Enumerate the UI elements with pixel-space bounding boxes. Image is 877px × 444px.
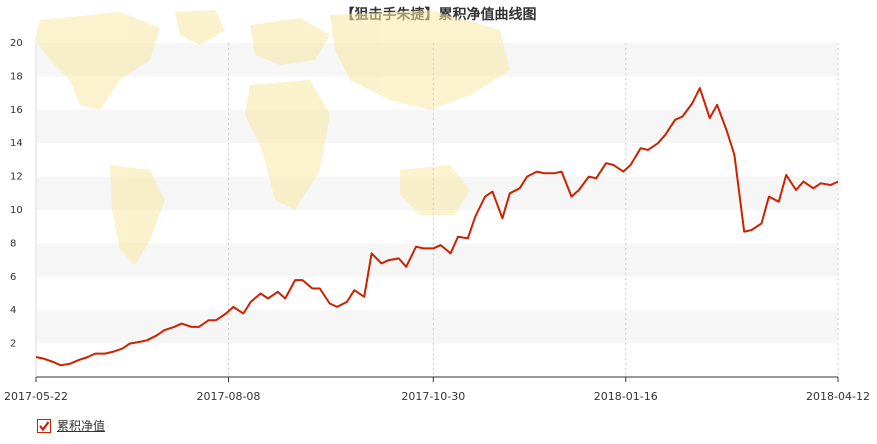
grid-bands [36, 43, 838, 344]
map-south-america [110, 165, 165, 265]
map-north-america [35, 12, 160, 110]
map-asia [330, 10, 510, 110]
grid-band [36, 243, 838, 277]
y-tick-label: 18 [10, 71, 23, 82]
grid-band [36, 109, 838, 144]
y-tick-label: 6 [10, 272, 16, 283]
x-tick-label: 2018-04-12 [806, 390, 870, 403]
y-tick-label: 14 [10, 138, 23, 149]
y-tick-label: 8 [10, 238, 16, 249]
map-europe [250, 18, 330, 65]
map-africa [245, 80, 330, 210]
x-tick-label: 2017-05-22 [4, 390, 68, 403]
y-tick-label: 4 [10, 305, 16, 316]
x-axis: 2017-05-22 2017-08-08 2017-10-30 2018-01-16… [4, 43, 870, 403]
legend-label[interactable]: 累积净值 [57, 419, 106, 433]
y-axis-ticks: 2 4 6 8 10 12 14 16 18 20 [10, 38, 23, 350]
y-tick-label: 10 [10, 205, 23, 216]
y-tick-label: 2 [10, 339, 16, 350]
series-line-cumulative-nav [35, 87, 839, 367]
x-tick-label: 2018-01-16 [594, 390, 658, 403]
map-australia [400, 165, 470, 215]
checkbox-checked-icon[interactable] [37, 418, 51, 433]
x-tick-label: 2017-08-08 [197, 390, 261, 403]
y-tick-label: 12 [10, 172, 23, 183]
map-greenland [175, 10, 225, 45]
world-map-watermark [35, 10, 510, 265]
legend-item-cumulative-nav[interactable]: 累积净值 [37, 417, 105, 434]
y-tick-label: 16 [10, 105, 23, 116]
vertical-grid [227, 43, 839, 377]
grid-band [36, 310, 838, 344]
y-tick-label: 20 [10, 38, 23, 49]
x-tick-label: 2017-10-30 [401, 390, 465, 403]
series-layer [35, 87, 839, 367]
